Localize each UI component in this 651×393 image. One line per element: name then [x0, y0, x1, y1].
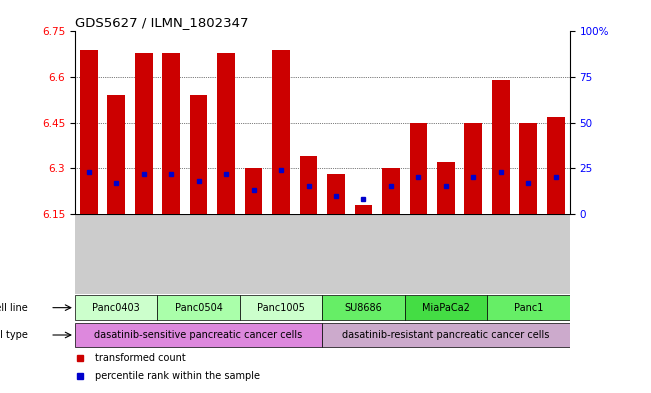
Bar [519, 123, 537, 214]
Bar [299, 156, 318, 214]
Text: dasatinib-resistant pancreatic cancer cells: dasatinib-resistant pancreatic cancer ce… [342, 330, 549, 340]
Bar [240, 296, 322, 320]
Text: SU8686: SU8686 [344, 303, 382, 313]
Bar [75, 296, 158, 320]
Bar [158, 296, 240, 320]
Text: transformed count: transformed count [94, 353, 186, 363]
Text: Panc1005: Panc1005 [257, 303, 305, 313]
Bar [162, 53, 180, 214]
Bar [465, 123, 482, 214]
Bar [355, 205, 372, 214]
Bar [547, 116, 565, 214]
Bar [487, 296, 570, 320]
Text: Panc0504: Panc0504 [174, 303, 223, 313]
Bar [75, 323, 322, 347]
Bar [437, 162, 455, 214]
Bar [79, 50, 98, 214]
Bar [135, 53, 152, 214]
Bar [189, 95, 208, 214]
Bar [322, 323, 570, 347]
Bar [272, 50, 290, 214]
Bar [327, 174, 345, 214]
Bar [409, 123, 427, 214]
Bar [492, 80, 510, 214]
Text: Panc1: Panc1 [514, 303, 543, 313]
Text: GDS5627 / ILMN_1802347: GDS5627 / ILMN_1802347 [75, 16, 249, 29]
Bar [382, 168, 400, 214]
Text: MiaPaCa2: MiaPaCa2 [422, 303, 470, 313]
Text: dasatinib-sensitive pancreatic cancer cells: dasatinib-sensitive pancreatic cancer ce… [94, 330, 303, 340]
Text: cell line: cell line [0, 303, 28, 313]
Bar [245, 168, 262, 214]
Text: Panc0403: Panc0403 [92, 303, 140, 313]
Bar [405, 296, 487, 320]
Bar [322, 296, 405, 320]
Bar [107, 95, 125, 214]
Bar [217, 53, 235, 214]
Text: cell type: cell type [0, 330, 28, 340]
Text: percentile rank within the sample: percentile rank within the sample [94, 371, 260, 381]
